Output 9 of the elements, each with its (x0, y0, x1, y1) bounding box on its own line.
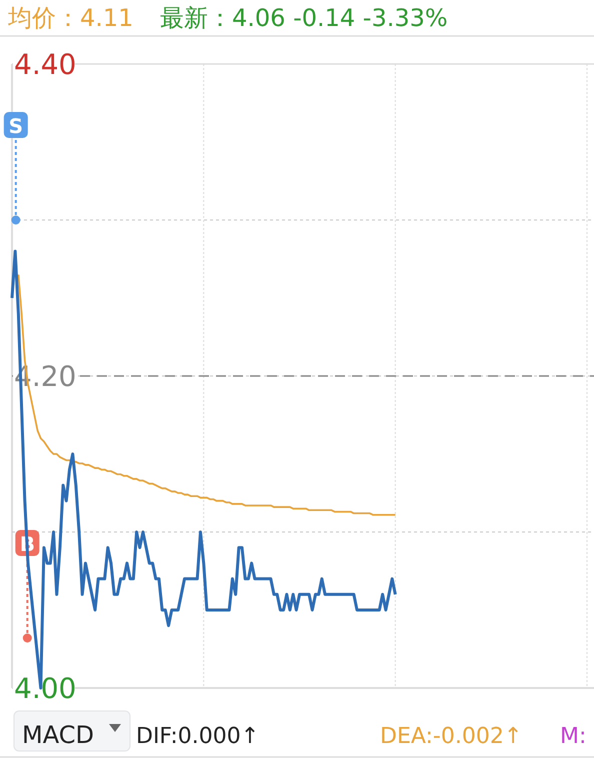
y-tick-label: 4.00 (14, 672, 76, 705)
y-tick-label: 4.40 (14, 48, 76, 81)
header-avg: 均价：4.11 (8, 4, 134, 32)
text: MACD (22, 721, 94, 749)
text: DIF:0.000↑ (136, 724, 260, 749)
annotation: S (8, 114, 24, 138)
text: DEA:-0.002↑ (380, 724, 522, 749)
header-last: 最新：4.06 -0.14 -3.33% (160, 4, 448, 32)
text: M: (560, 724, 586, 749)
